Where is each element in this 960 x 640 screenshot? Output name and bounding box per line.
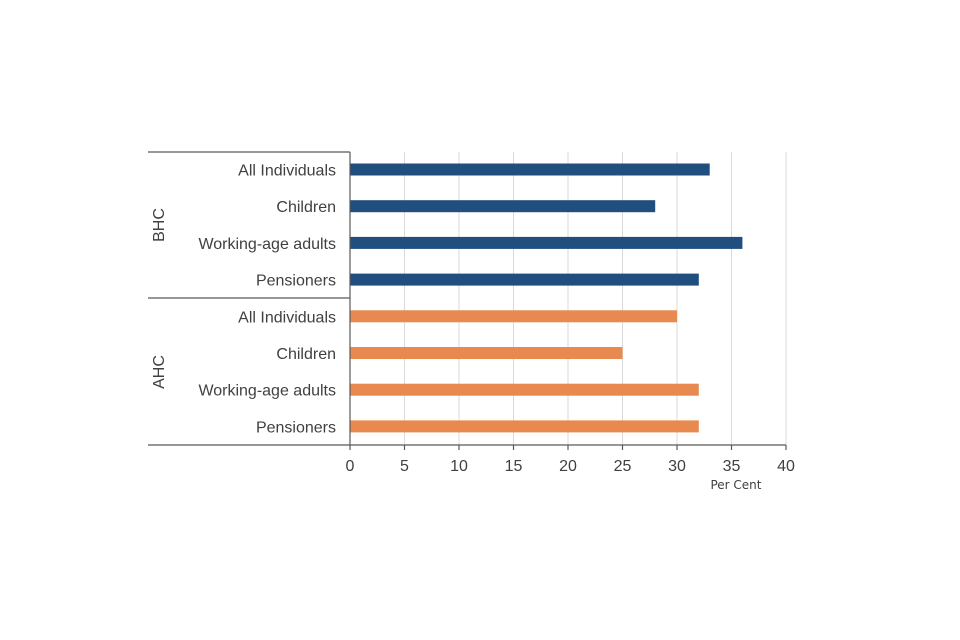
group-label-bhc: BHC [151,208,168,242]
x-tick-label: 30 [668,458,686,475]
x-tick-label: 35 [723,458,741,475]
bar-bhc-pensioners [350,273,699,286]
category-label: Pensioners [256,419,336,436]
bar-ahc-children [350,347,623,359]
x-tick-label: 40 [777,458,795,475]
bar-bhc-children [350,200,656,213]
bar-bhc-working-age-adults [350,236,743,249]
x-tick-label: 5 [400,458,409,475]
x-tick-label: 20 [559,458,577,475]
x-tick-label: 0 [346,458,355,475]
category-label: Pensioners [256,273,336,290]
category-label: Working-age adults [198,236,336,253]
bar-ahc-working-age-adults [350,383,699,396]
x-tick-label: 15 [505,458,523,475]
x-tick-label: 10 [450,458,468,475]
group-label-ahc: AHC [151,355,168,389]
labels: All Individuals Children Working-age adult… [151,163,795,493]
category-label: Working-age adults [198,383,336,400]
gridlines [404,152,787,445]
category-label: Children [276,346,336,363]
x-tick-label: 25 [614,458,632,475]
bar-ahc-all-individuals [350,310,677,323]
x-axis-unit-label: Per Cent [710,478,761,492]
category-label: All Individuals [238,163,336,180]
category-label: Children [276,199,336,216]
category-label: All Individuals [238,309,336,326]
axes [148,151,787,450]
bar-ahc-pensioners [350,420,699,433]
bars [350,163,743,433]
bar-bhc-all-individuals [350,163,710,176]
